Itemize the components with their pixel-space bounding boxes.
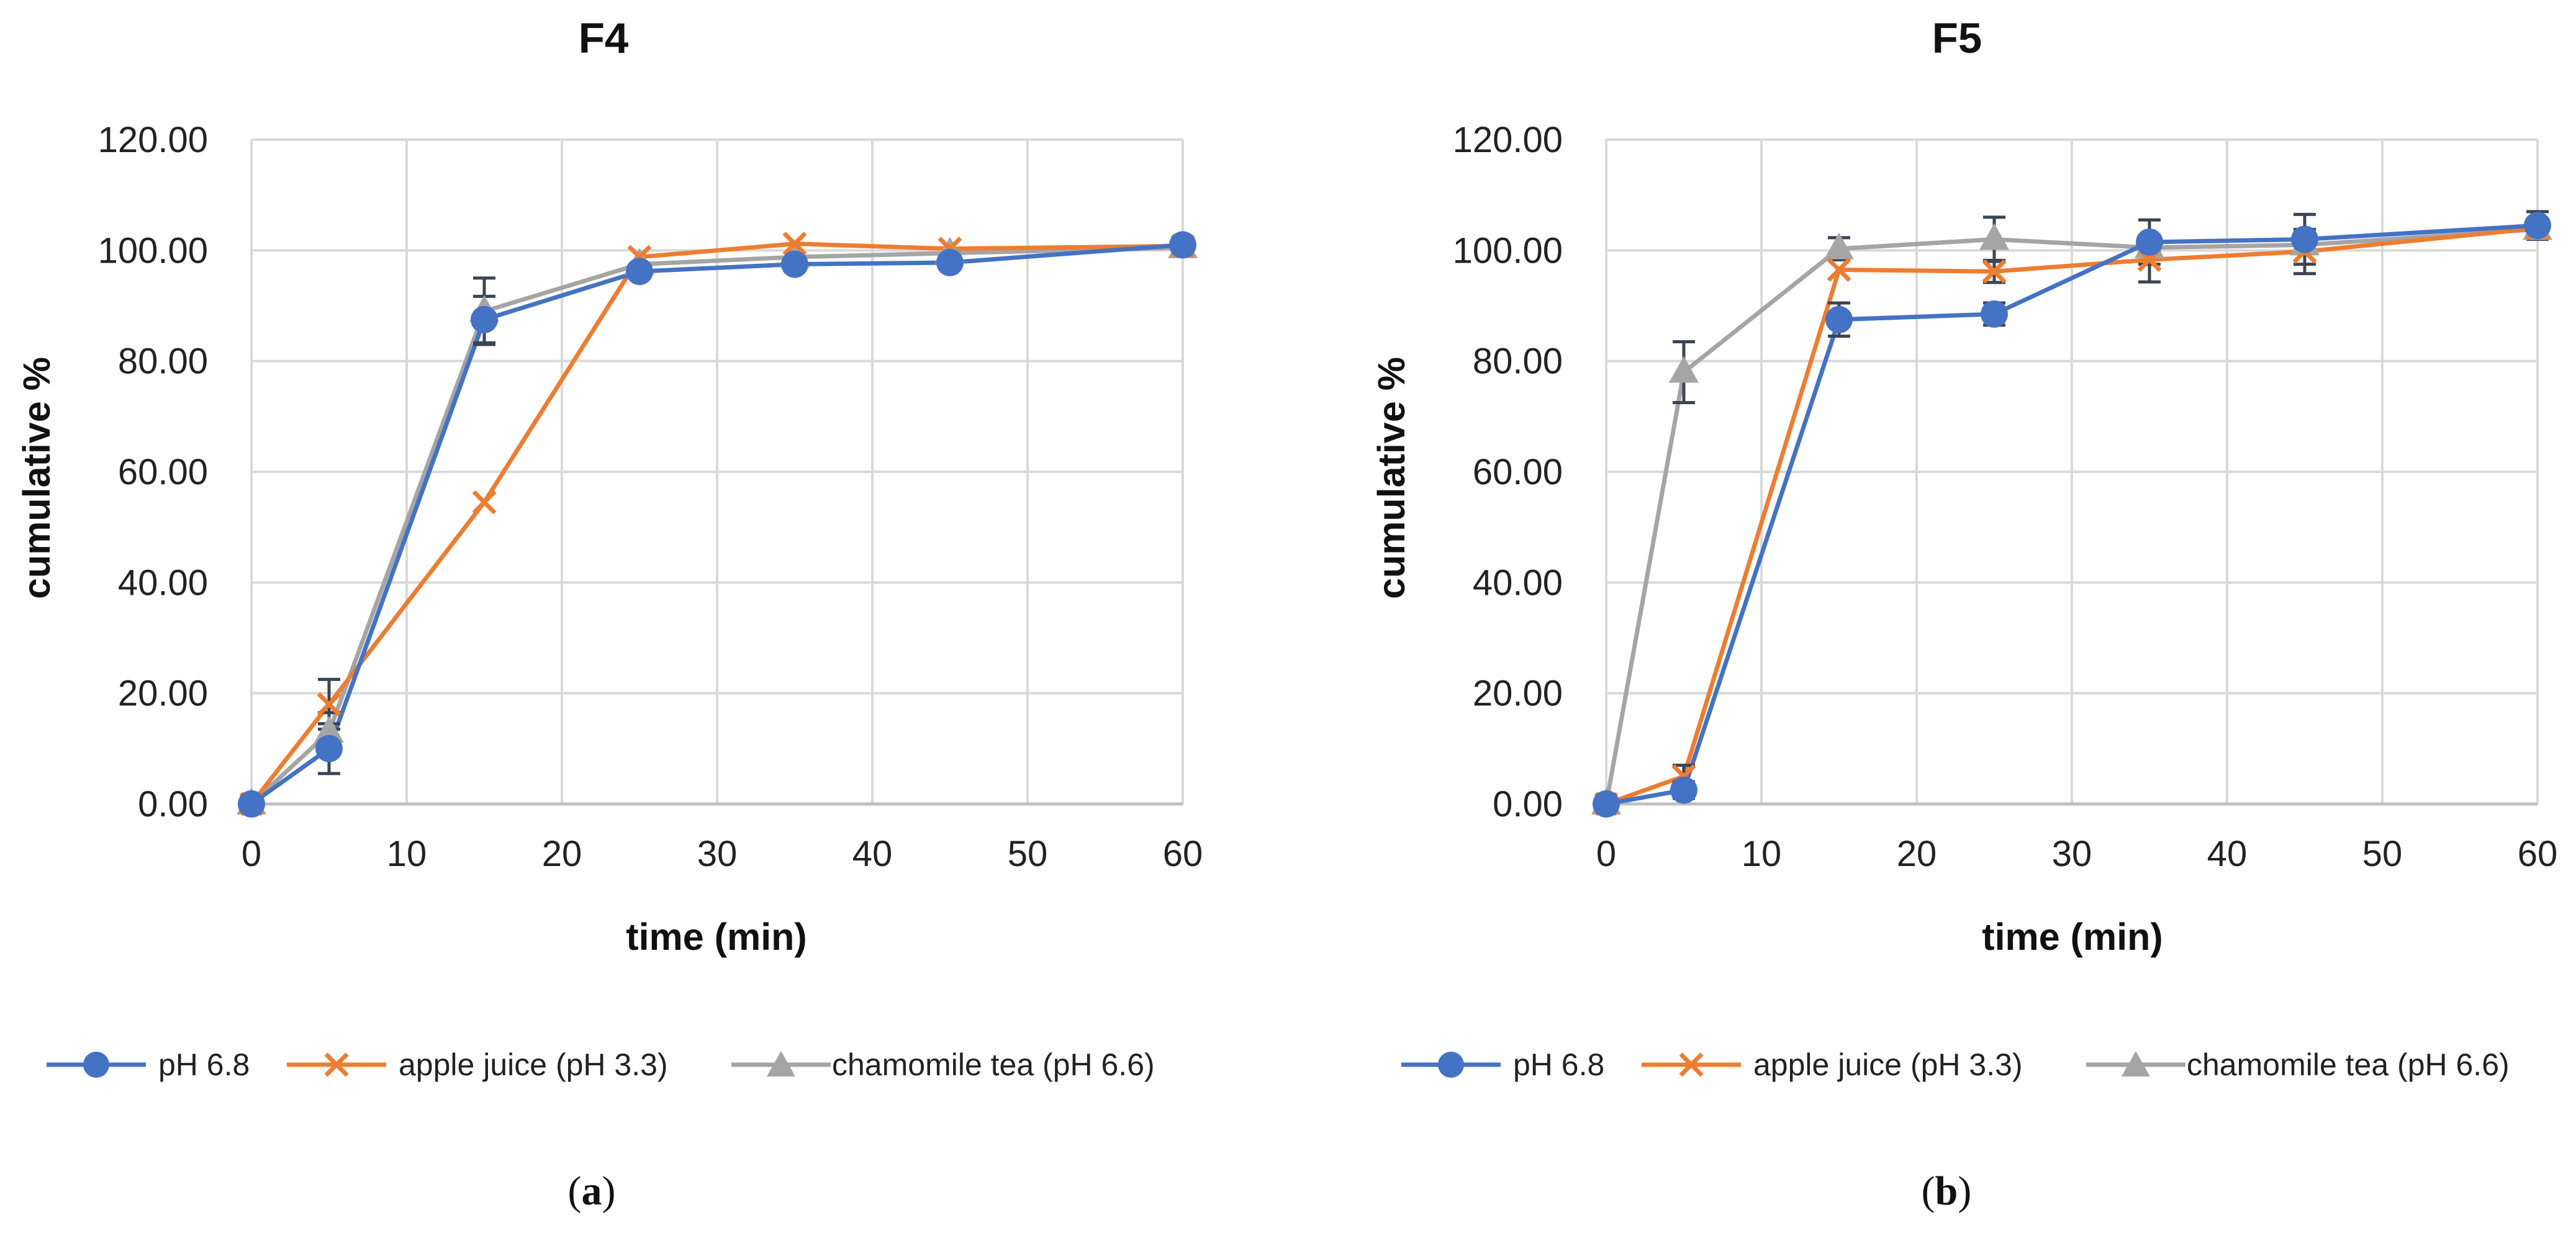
legend-label: pH 6.8 <box>158 1047 250 1082</box>
y-tick-labels: 0.00 20.00 40.00 60.00 80.00 100.00 120.00 <box>1453 120 1563 824</box>
data-point <box>1827 258 1851 282</box>
legend-marker-circle <box>83 1052 109 1078</box>
y-tick-label: 120.00 <box>1453 120 1563 160</box>
data-point <box>1670 776 1697 804</box>
data-point <box>1593 790 1620 818</box>
data-point <box>781 250 808 278</box>
grid <box>1605 138 2539 806</box>
series-layer <box>1591 210 2552 818</box>
x-tick-label: 10 <box>1742 834 1782 874</box>
legend-marker-triangle <box>767 1051 795 1076</box>
y-tick-label: 20.00 <box>118 674 208 714</box>
y-tick-label: 40.00 <box>118 562 208 603</box>
data-point <box>2136 228 2163 256</box>
y-tick-label: 0.00 <box>1493 784 1563 824</box>
data-point <box>314 716 344 743</box>
data-point <box>238 790 265 818</box>
legend-marker-x <box>324 1052 349 1077</box>
data-point <box>317 692 341 716</box>
y-tick-label: 60.00 <box>118 452 208 492</box>
caption-a: (a) <box>568 1168 616 1214</box>
x-tick-label: 40 <box>852 834 893 874</box>
chart-panel-b: F5 0.0020.0040.0060.0080.00100.00120.00 … <box>1370 14 2557 1214</box>
data-point <box>626 258 653 286</box>
x-tick-label: 60 <box>1163 834 1203 874</box>
x-tick-label: 0 <box>242 834 261 874</box>
y-tick-label: 120.00 <box>98 120 208 160</box>
data-point <box>1169 231 1196 259</box>
x-tick-label: 40 <box>2207 834 2248 874</box>
y-tick-label: 40.00 <box>1473 562 1563 603</box>
y-axis-label: cumulative % <box>16 357 58 599</box>
legend-item-ph68: pH 6.8 <box>1401 1047 1604 1082</box>
chart-title: F4 <box>579 14 629 62</box>
x-tick-label: 50 <box>1008 834 1048 874</box>
legend-label: chamomile tea (pH 6.6) <box>832 1047 1155 1082</box>
chart-panel-a: F4 0.0020.0040.0060.0080.00100.00120.00 … <box>16 14 1203 1214</box>
markers <box>1593 212 2551 818</box>
x-tick-label: 0 <box>1596 834 1616 874</box>
data-point <box>472 490 497 515</box>
markers <box>238 231 1196 818</box>
legend-label: pH 6.8 <box>1513 1047 1604 1082</box>
data-point <box>1982 259 2007 284</box>
x-tick-labels: 0 10 20 30 40 50 60 <box>242 834 1203 874</box>
legend-marker-x <box>1679 1052 1704 1077</box>
x-tick-label: 30 <box>697 834 738 874</box>
legend-item-apple-juice: apple juice (pH 3.3) <box>1642 1047 2023 1082</box>
data-point <box>782 232 807 256</box>
y-tick-label: 100.00 <box>98 230 208 271</box>
chart-title: F5 <box>1932 14 1982 62</box>
data-point <box>2524 212 2551 240</box>
data-point <box>936 248 964 276</box>
x-tick-label: 30 <box>2052 834 2092 874</box>
y-tick-label: 60.00 <box>1473 452 1563 492</box>
data-point <box>1981 300 2008 328</box>
grid <box>250 138 1184 806</box>
x-axis-label: time (min) <box>626 916 807 958</box>
legend-label: apple juice (pH 3.3) <box>1753 1047 2023 1082</box>
y-tick-label: 80.00 <box>118 341 208 382</box>
data-point <box>1979 223 2009 250</box>
x-tick-label: 20 <box>542 834 582 874</box>
data-point <box>471 305 498 333</box>
y-axis-label: cumulative % <box>1370 357 1412 599</box>
legend-item-chamomile: chamomile tea (pH 6.6) <box>2086 1047 2510 1082</box>
legend-marker-triangle <box>2122 1051 2150 1076</box>
data-point <box>2291 225 2318 253</box>
y-tick-label: 80.00 <box>1473 341 1563 382</box>
legend: pH 6.8 apple juice (pH 3.3) chamomile te… <box>47 1047 1155 1082</box>
x-tick-label: 10 <box>387 834 427 874</box>
x-tick-label: 50 <box>2362 834 2403 874</box>
legend: pH 6.8 apple juice (pH 3.3) chamomile te… <box>1401 1047 2510 1082</box>
legend-item-ph68: pH 6.8 <box>47 1047 250 1082</box>
x-tick-label: 60 <box>2518 834 2558 874</box>
x-axis-label: time (min) <box>1982 916 2162 958</box>
y-tick-label: 20.00 <box>1473 674 1563 714</box>
data-point <box>315 734 343 762</box>
caption-b: (b) <box>1922 1168 1972 1214</box>
legend-item-apple-juice: apple juice (pH 3.3) <box>287 1047 668 1082</box>
x-tick-labels: 0 10 20 30 40 50 60 <box>1596 834 2557 874</box>
y-tick-labels: 0.00 20.00 40.00 60.00 80.00 100.00 120.00 <box>98 120 208 824</box>
legend-label: apple juice (pH 3.3) <box>399 1047 668 1082</box>
legend-marker-circle <box>1438 1052 1464 1078</box>
x-tick-label: 20 <box>1897 834 1937 874</box>
legend-label: chamomile tea (pH 6.6) <box>2187 1047 2510 1082</box>
series-layer <box>237 231 1198 818</box>
y-tick-label: 100.00 <box>1453 230 1563 271</box>
y-tick-label: 0.00 <box>138 784 208 824</box>
data-point <box>1825 305 1853 333</box>
data-point <box>1669 356 1699 383</box>
error-bars <box>1673 210 2549 800</box>
legend-item-chamomile: chamomile tea (pH 6.6) <box>731 1047 1155 1082</box>
data-point <box>1824 232 1854 259</box>
